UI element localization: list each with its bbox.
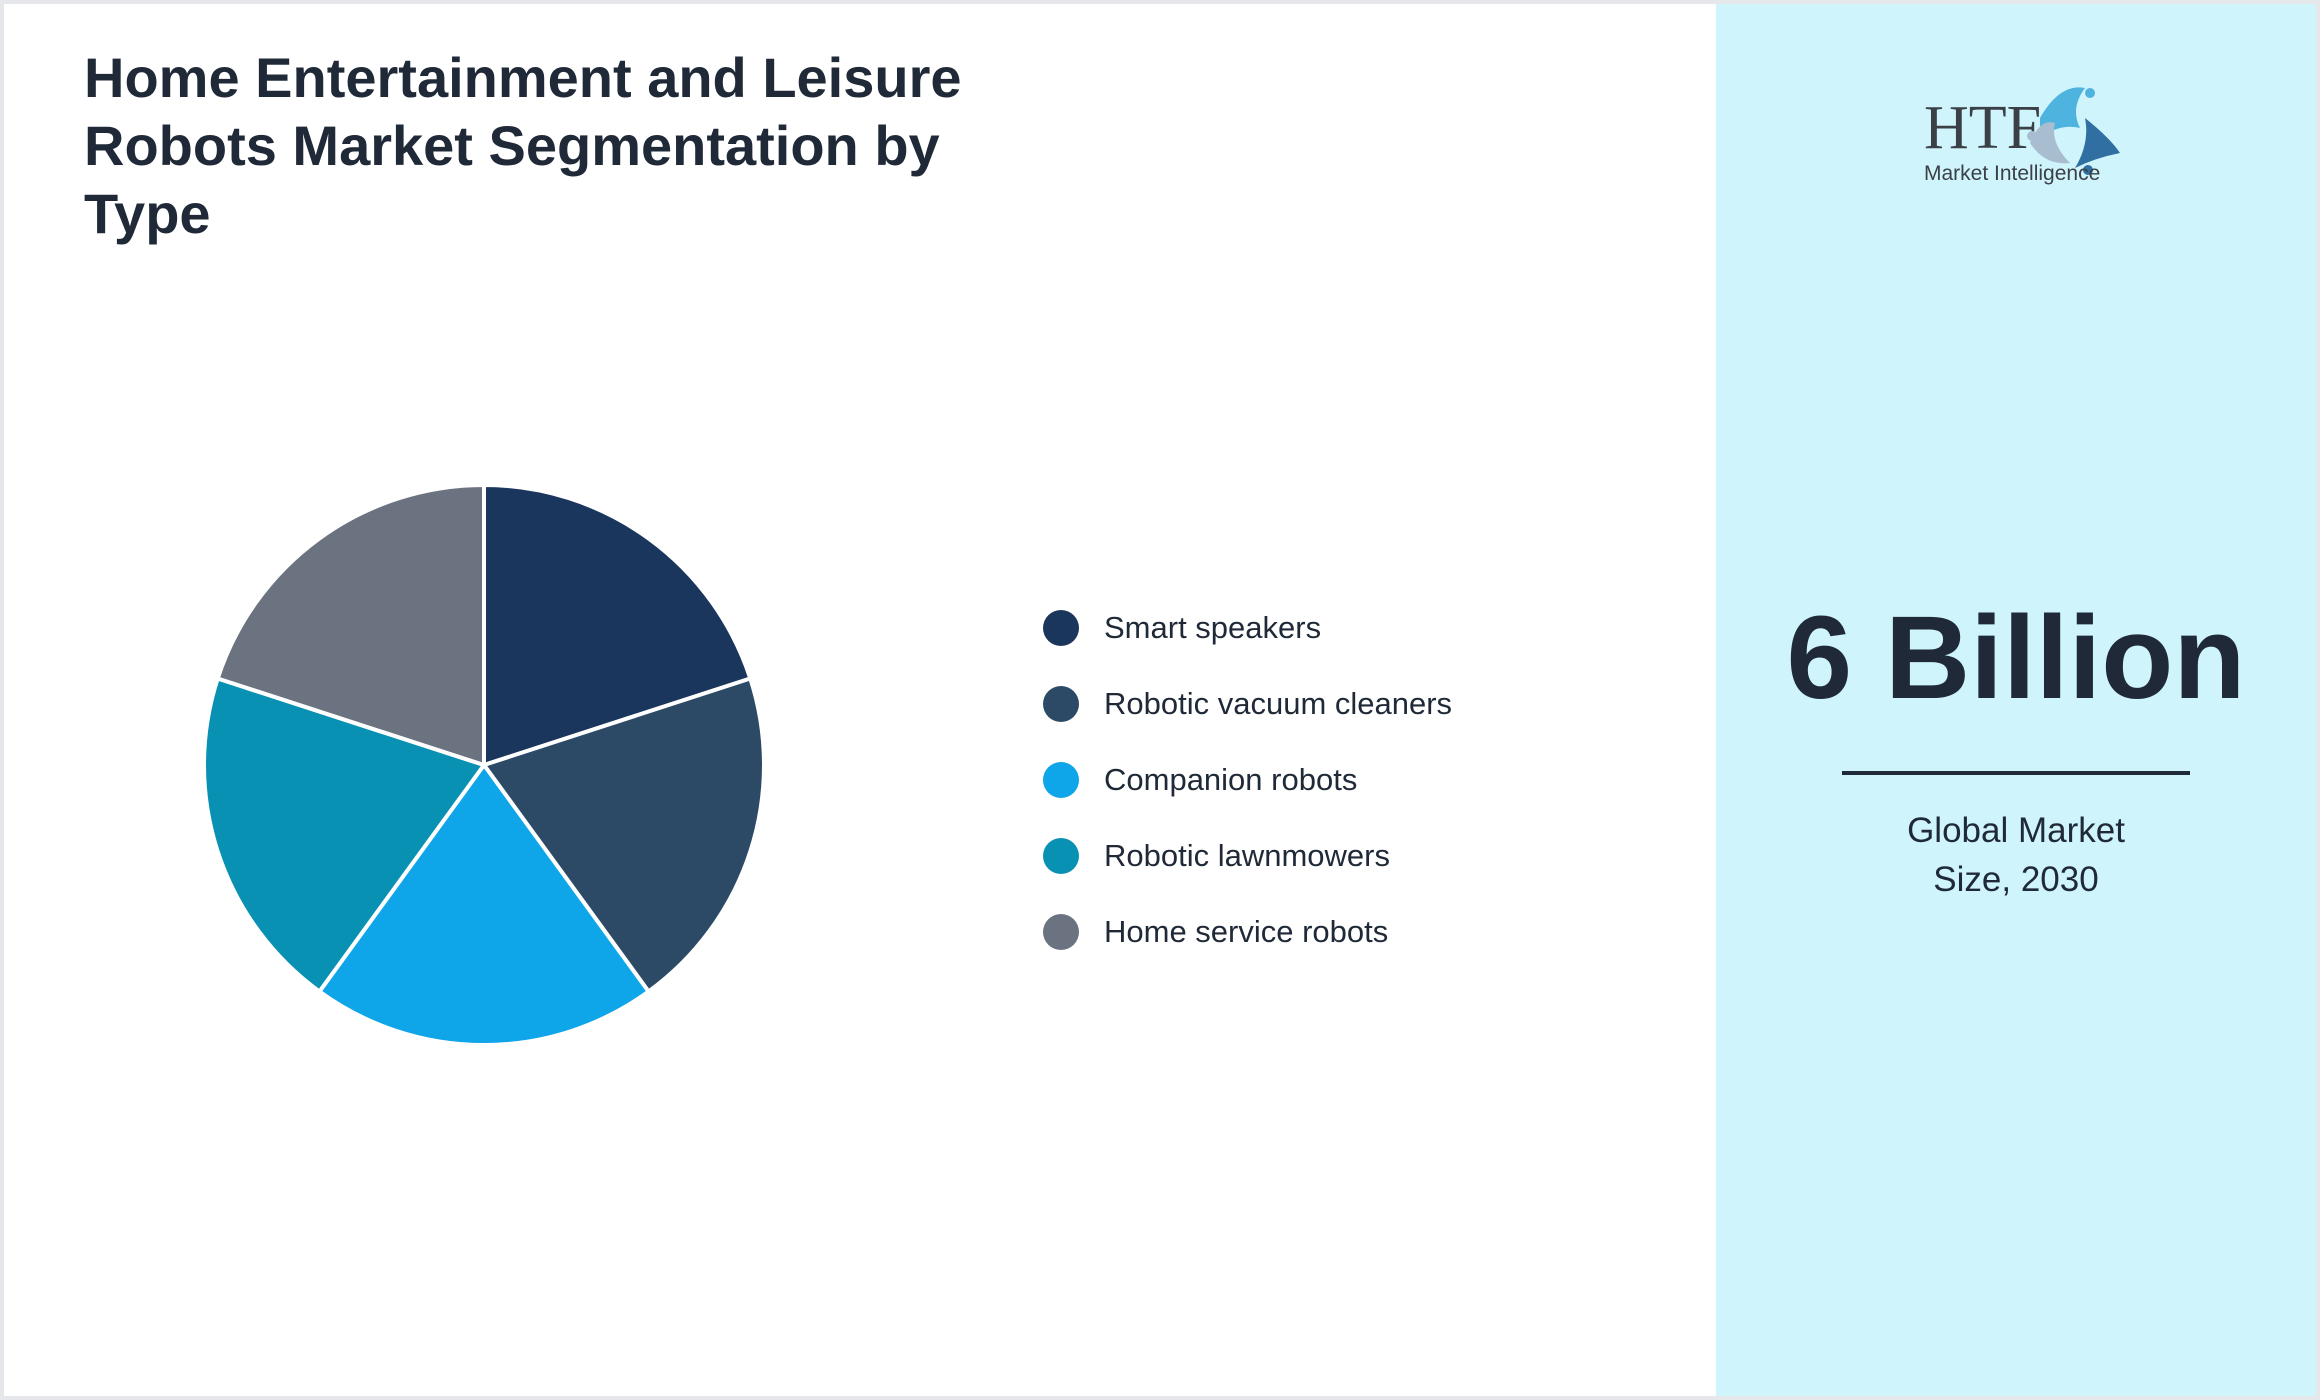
legend-swatch xyxy=(1043,610,1079,646)
pie-slice-robotic-vacuum-cleaners xyxy=(480,675,766,995)
legend-label: Home service robots xyxy=(1104,914,1389,949)
legend-swatch xyxy=(1043,762,1079,798)
htf-logo: HTF Market Intelligence xyxy=(1924,87,2120,185)
legend-swatch xyxy=(1043,914,1079,950)
legend-item: Home service robots xyxy=(1043,894,1452,970)
legend-label: Companion robots xyxy=(1104,762,1358,797)
pie-chart xyxy=(202,482,766,1047)
pie-slice-robotic-lawnmowers xyxy=(202,675,488,995)
divider xyxy=(1842,771,2190,775)
legend-label: Robotic vacuum cleaners xyxy=(1104,686,1453,721)
pie-slice-smart-speakers xyxy=(482,482,753,768)
legend: Smart speakers Robotic vacuum cleaners Com… xyxy=(1043,590,1452,970)
legend-item: Robotic vacuum cleaners xyxy=(1043,666,1452,742)
pie-slice-home-service-robots xyxy=(215,482,486,768)
legend-item: Companion robots xyxy=(1043,742,1452,818)
market-size-value: 6 Billion xyxy=(1786,592,2246,724)
legend-label: Robotic lawnmowers xyxy=(1104,838,1390,873)
pie-slice-companion-robots xyxy=(316,761,652,1047)
market-size-label: Global Market Size, 2030 xyxy=(1907,811,2125,899)
legend-label: Smart speakers xyxy=(1104,610,1322,645)
chart-title: Home Entertainment and Leisure Robots Ma… xyxy=(84,46,962,245)
legend-item: Smart speakers xyxy=(1043,590,1452,666)
logo-subtext: Market Intelligence xyxy=(1924,162,2100,185)
legend-item: Robotic lawnmowers xyxy=(1043,818,1452,894)
legend-swatch xyxy=(1043,686,1079,722)
legend-swatch xyxy=(1043,838,1079,874)
svg-text:HTF: HTF xyxy=(1924,94,2041,162)
market-size-panel xyxy=(1716,4,2316,1396)
